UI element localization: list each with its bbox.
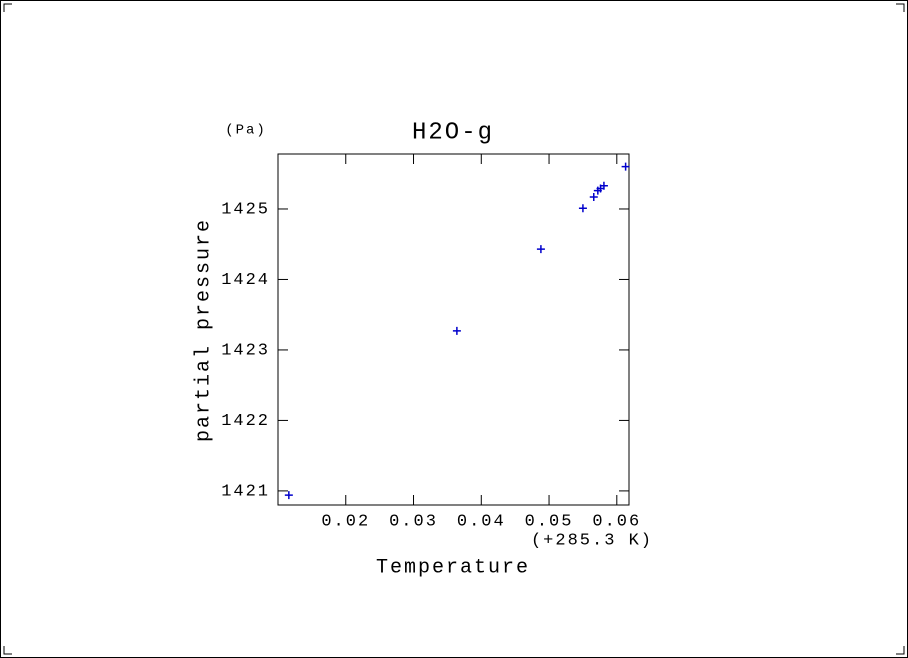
x-tick-label: 0.04 bbox=[457, 512, 506, 531]
x-axis-label: Temperature bbox=[376, 556, 530, 579]
x-offset-label: (+285.3 K) bbox=[531, 531, 653, 550]
y-tick-label: 1425 bbox=[221, 200, 270, 219]
point bbox=[621, 162, 630, 171]
point bbox=[589, 192, 598, 201]
y-tick-label: 1421 bbox=[221, 482, 270, 501]
point bbox=[284, 491, 293, 500]
point bbox=[536, 245, 545, 254]
corner-marks bbox=[3, 3, 905, 655]
point bbox=[452, 326, 461, 335]
chart-title: H2O-g bbox=[412, 119, 494, 146]
y-tick-label: 1423 bbox=[221, 341, 270, 360]
point bbox=[599, 181, 608, 190]
plot-frame bbox=[277, 153, 630, 506]
x-tick-label: 0.06 bbox=[592, 512, 641, 531]
y-tick-label: 1424 bbox=[221, 271, 270, 290]
point bbox=[578, 204, 587, 213]
y-axis-label: partial pressure bbox=[192, 218, 215, 442]
y-tick-label: 1422 bbox=[221, 412, 270, 431]
y-unit-label: (Pa) bbox=[225, 123, 267, 139]
x-tick-label: 0.02 bbox=[321, 512, 370, 531]
x-tick-label: 0.03 bbox=[389, 512, 438, 531]
x-tick-label: 0.05 bbox=[525, 512, 574, 531]
